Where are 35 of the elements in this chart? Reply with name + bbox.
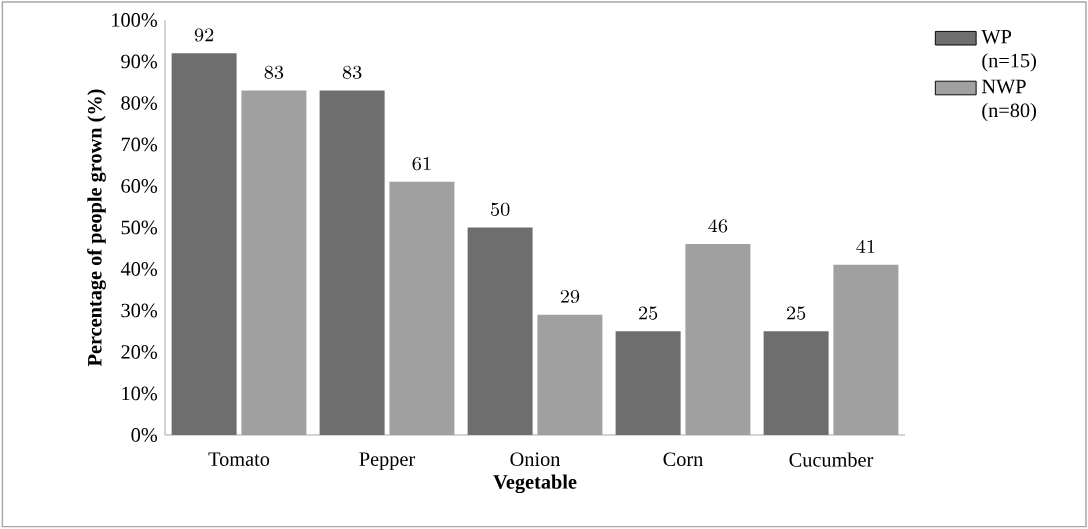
y-tick-label: 30% [121,303,158,318]
x-axis-title: Vegetable [493,474,577,494]
legend-label: WP (n=15) [981,30,1036,72]
x-tick-label: Cucumber [789,452,874,467]
data-label: 46 [708,219,728,233]
y-tick-label: 50% [121,220,158,235]
legend-label: NWP (n=80) [981,79,1036,122]
bar [615,331,681,435]
data-label: 41 [856,239,875,253]
data-label: 29 [560,289,580,304]
data-label: 61 [412,157,431,171]
data-label: 92 [194,28,214,42]
bar [171,53,237,435]
data-label: 83 [264,65,284,79]
y-tick-label: 100% [112,13,158,27]
y-tick-label: 90% [121,54,158,69]
bar [763,331,829,435]
y-tick-label: 0% [131,428,158,442]
y-tick-label: 40% [120,262,158,276]
x-tick-label: Onion [510,452,561,467]
bar [319,90,385,435]
x-tick-label: Corn [663,452,704,467]
y-tick-label: 80% [121,96,158,110]
data-label: 50 [490,202,510,216]
x-tick-label: Pepper [359,452,416,471]
bar [467,227,533,435]
y-tick-label: 70% [121,137,158,152]
y-axis-title: Percentage of people grown (%) [87,89,106,367]
y-tick-label: 20% [121,345,158,359]
y-tick-label: 10% [122,386,158,401]
data-label: 83 [342,65,362,79]
data-label: 25 [786,306,806,320]
y-tick-label: 60% [121,179,158,193]
data-label: 25 [638,306,658,320]
x-tick-label: Tomato [208,452,270,466]
